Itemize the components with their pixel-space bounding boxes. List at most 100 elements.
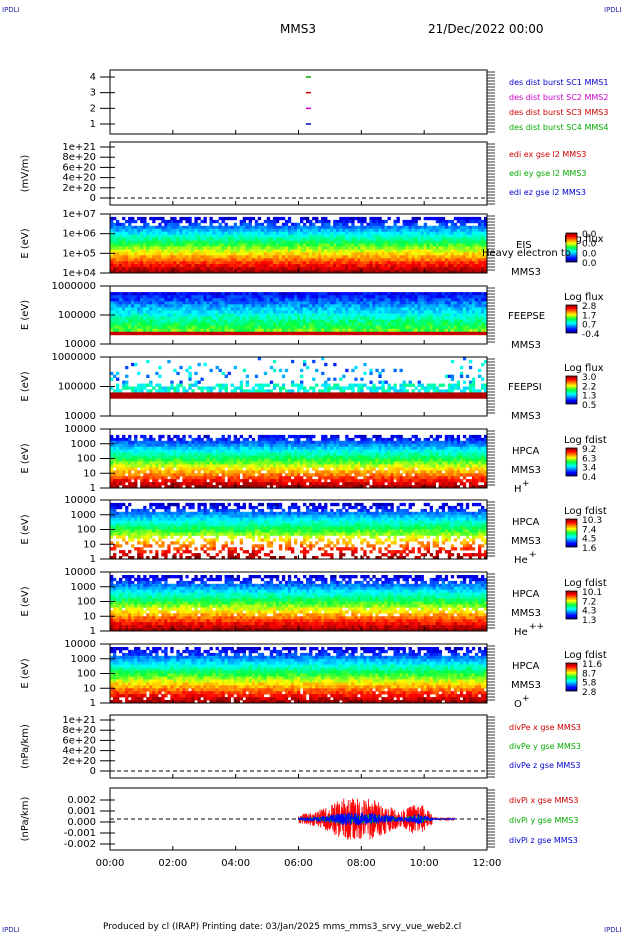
spectrogram-cell bbox=[330, 225, 334, 230]
spectrogram-cell bbox=[423, 252, 427, 256]
spectrogram-cell bbox=[263, 240, 268, 244]
spectrogram-cell bbox=[447, 313, 452, 317]
spectrogram-cell bbox=[417, 380, 421, 384]
spectrogram-cell bbox=[381, 319, 385, 323]
spectrogram-cell bbox=[324, 243, 328, 247]
spectrogram-cell bbox=[420, 252, 424, 256]
spectrogram-cell bbox=[429, 295, 433, 299]
spectrogram-cell bbox=[459, 264, 464, 268]
spectrogram-cell bbox=[113, 319, 117, 323]
spectrogram-cell bbox=[242, 331, 246, 336]
spectrogram-cell bbox=[291, 301, 295, 305]
spectrogram-cell bbox=[408, 292, 412, 296]
spectrogram-cell bbox=[113, 455, 117, 459]
spectrogram-cell bbox=[164, 328, 168, 333]
spectrogram-cell bbox=[471, 264, 476, 268]
spectrogram-cell bbox=[221, 219, 225, 224]
spectrogram-cell bbox=[366, 243, 370, 247]
spectrogram-cell bbox=[167, 234, 171, 238]
spectrogram-cell bbox=[309, 252, 313, 256]
spectrogram-cell bbox=[206, 295, 210, 299]
spectrogram-cell bbox=[453, 225, 458, 230]
spectrogram-cell bbox=[435, 225, 439, 230]
spectrogram-cell bbox=[459, 304, 464, 308]
spectrogram-cell bbox=[230, 234, 234, 238]
spectrogram-cell bbox=[197, 258, 201, 262]
spectrogram-cell bbox=[272, 267, 277, 271]
spectrogram-cell bbox=[128, 301, 132, 305]
spectrogram-cell bbox=[402, 246, 406, 250]
spectrogram-cell bbox=[182, 225, 186, 230]
spectrogram-cell bbox=[176, 319, 180, 323]
spectrogram-cell bbox=[408, 237, 412, 241]
spectrogram-cell bbox=[291, 328, 295, 333]
spectrogram-cell bbox=[122, 473, 126, 477]
spectrogram-cell bbox=[363, 319, 367, 323]
spectrogram-cell bbox=[164, 313, 168, 317]
colorbar-tick-label: 3.0 bbox=[582, 373, 597, 383]
spectrogram-cell bbox=[230, 304, 234, 308]
spectrogram-cell bbox=[375, 243, 379, 247]
spectrogram-cell bbox=[167, 298, 171, 302]
spectrogram-cell bbox=[167, 252, 171, 256]
spectrogram-cell bbox=[363, 267, 367, 271]
spectrogram-cell bbox=[336, 325, 340, 330]
spectrogram-cell bbox=[468, 383, 473, 387]
spectrogram-cell bbox=[393, 240, 397, 244]
spectrogram-cell bbox=[297, 243, 301, 247]
spectrogram-cell bbox=[381, 270, 385, 274]
spectrogram-cell bbox=[119, 325, 123, 330]
spectrogram-cell bbox=[269, 264, 274, 268]
spectrogram-cell bbox=[131, 395, 135, 399]
spectrogram-cell bbox=[366, 386, 370, 390]
spectrogram-cell bbox=[405, 264, 409, 268]
spectrogram-cell bbox=[381, 219, 385, 224]
spectrogram-cell bbox=[251, 261, 256, 265]
spectrogram-cell bbox=[333, 225, 337, 230]
spectrogram-cell bbox=[128, 452, 132, 456]
spectrogram-cell bbox=[269, 228, 274, 233]
spectrogram-cell bbox=[224, 292, 228, 296]
spectrogram-cell bbox=[185, 295, 189, 299]
spectrogram-cell bbox=[158, 328, 162, 333]
spectrogram-cell bbox=[275, 313, 280, 317]
spectrogram-cell bbox=[281, 240, 286, 244]
spectrogram-cell bbox=[357, 261, 361, 265]
spectrogram-cell bbox=[342, 234, 346, 238]
spectrogram-cell bbox=[197, 261, 201, 265]
spectrogram-cell bbox=[342, 313, 346, 317]
spectrogram-cell bbox=[158, 231, 162, 235]
spectrogram-cell bbox=[110, 292, 114, 296]
spectrogram-cell bbox=[381, 313, 385, 317]
spectrogram-cell bbox=[444, 234, 449, 238]
spectrogram-cell bbox=[266, 225, 271, 230]
spectrogram-cell bbox=[170, 267, 174, 271]
spectrogram-cell bbox=[447, 270, 452, 274]
spectrogram-cell bbox=[164, 319, 168, 323]
spectrogram-cell bbox=[260, 246, 265, 250]
spectrogram-cell bbox=[221, 231, 225, 235]
spectrogram-cell bbox=[179, 267, 183, 271]
spectrogram-cell bbox=[245, 301, 249, 305]
spectrogram-cell bbox=[110, 307, 114, 311]
spectrogram-cell bbox=[260, 228, 265, 233]
spectrogram-cell bbox=[143, 310, 147, 314]
spectrogram-cell bbox=[197, 328, 201, 333]
spectrogram-cell bbox=[284, 325, 289, 330]
spectrogram-cell bbox=[182, 234, 186, 238]
spectrogram-cell bbox=[339, 316, 343, 320]
spectrogram-cell bbox=[164, 261, 168, 265]
spectrogram-cell bbox=[360, 307, 364, 311]
spectrogram-cell bbox=[272, 219, 277, 224]
spectrogram-cell bbox=[432, 328, 436, 333]
spectrogram-cell bbox=[478, 325, 482, 330]
spectrogram-cell bbox=[185, 304, 189, 308]
spectrogram-cell bbox=[248, 231, 252, 235]
spectrogram-cell bbox=[411, 395, 415, 399]
spectrogram-cell bbox=[297, 383, 301, 387]
spectrogram-cell bbox=[260, 316, 265, 320]
spectrogram-cell bbox=[119, 446, 123, 450]
spectrogram-cell bbox=[291, 359, 295, 364]
spectrogram-cell bbox=[140, 261, 144, 265]
spectrogram-cell bbox=[330, 319, 334, 323]
